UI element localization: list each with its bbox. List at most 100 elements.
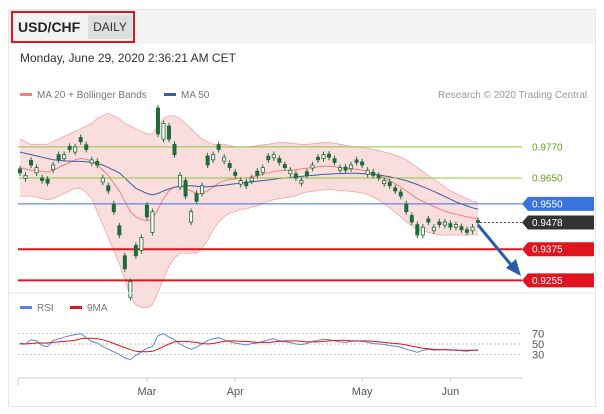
candle-body xyxy=(233,171,238,176)
legend-ma50-label: MA 50 xyxy=(181,90,210,101)
candle-body xyxy=(155,107,160,135)
candle-body xyxy=(299,180,304,184)
legend-rsi-label: RSI xyxy=(37,303,54,314)
candle-body xyxy=(282,164,287,169)
candle-body xyxy=(89,159,94,164)
copyright: Research © 2020 Trading Central xyxy=(438,90,588,101)
candle-body xyxy=(365,169,370,175)
candle-body xyxy=(17,168,22,174)
candle-body xyxy=(437,221,442,226)
candle-body xyxy=(122,255,127,270)
candle-body xyxy=(271,154,276,159)
candle-body xyxy=(166,125,171,140)
candle-body xyxy=(227,163,232,169)
candle-body xyxy=(349,164,354,170)
candle-body xyxy=(420,226,425,236)
level-label-0.9770: 0.9770 xyxy=(532,142,563,153)
candle-body xyxy=(360,161,365,166)
candle-body xyxy=(398,191,403,197)
candle-body xyxy=(111,203,116,213)
forecast-arrow-head xyxy=(506,259,521,276)
candle-body xyxy=(200,185,205,194)
candle-body xyxy=(139,237,144,251)
candle-body xyxy=(67,145,72,150)
legend-bollinger-label: MA 20 + Bollinger Bands xyxy=(37,90,147,101)
candle-body xyxy=(222,156,227,162)
timestamp: Monday, June 29, 2020 2:36:21 AM CET xyxy=(20,51,236,65)
candle-body xyxy=(238,180,243,185)
candle-body xyxy=(106,185,111,192)
candle-body xyxy=(376,174,381,179)
candle-body xyxy=(211,154,216,161)
legend-9ma: 9MA xyxy=(70,303,108,314)
candle-body xyxy=(183,180,188,197)
candle-body xyxy=(62,154,67,159)
candle-body xyxy=(133,244,138,257)
x-tick-label-May: May xyxy=(352,386,373,398)
candle-body xyxy=(315,156,320,161)
candle-body xyxy=(100,177,105,183)
level-tag-0.9550 xyxy=(522,196,594,211)
candle-body xyxy=(178,174,183,188)
candle-body xyxy=(431,226,436,232)
candle-body xyxy=(321,154,326,159)
level-tag-0.9375 xyxy=(522,242,594,257)
candle-body xyxy=(288,169,293,175)
currency-pair: USD/CHF xyxy=(18,19,81,35)
x-tick-label-Mar: Mar xyxy=(137,386,156,398)
candle-body xyxy=(327,153,332,158)
candle-body xyxy=(277,158,282,163)
candle-body xyxy=(73,146,78,153)
candle-body xyxy=(23,174,28,179)
legend-9ma-label: 9MA xyxy=(87,303,108,314)
candle-body xyxy=(293,173,298,179)
candle-body xyxy=(189,211,194,223)
legend-rsi: RSI xyxy=(20,303,54,314)
candle-body xyxy=(442,221,447,226)
level-label-0.9375: 0.9375 xyxy=(532,245,563,256)
candle-body xyxy=(304,171,309,176)
candle-body xyxy=(310,164,315,169)
candle-body xyxy=(249,177,254,182)
legend-rsi-swatch xyxy=(20,305,32,309)
candle-body xyxy=(260,167,265,173)
candle-body xyxy=(343,166,348,171)
level-label-0.9478: 0.9478 xyxy=(532,218,563,229)
bollinger-lower-line xyxy=(20,187,479,308)
candle-body xyxy=(128,281,133,298)
candle-body xyxy=(470,226,475,232)
candle-body xyxy=(266,155,271,161)
candle-body xyxy=(404,203,409,213)
level-tag-0.9478 xyxy=(522,215,594,230)
period-button[interactable]: DAILY xyxy=(88,15,132,39)
rsi-tick-50: 50 xyxy=(532,339,544,351)
candle-body xyxy=(205,155,210,166)
level-label-0.9650: 0.9650 xyxy=(532,173,563,184)
candle-body xyxy=(194,193,199,202)
candle-body xyxy=(144,204,149,218)
candle-body xyxy=(29,159,34,166)
legend-ma50-swatch xyxy=(164,92,176,96)
forecast-arrow-shaft xyxy=(476,224,514,267)
candle-body xyxy=(338,167,343,171)
candle-body xyxy=(56,154,61,161)
rsi-tick-30: 30 xyxy=(532,349,544,361)
candle-body xyxy=(45,178,50,184)
legend-bollinger-swatch xyxy=(20,92,32,96)
legend-bollinger: MA 20 + Bollinger Bands xyxy=(20,90,147,101)
candle-body xyxy=(448,223,453,228)
candle-body xyxy=(332,158,337,163)
rsi-ma9-line xyxy=(20,337,478,353)
candle-body xyxy=(382,180,387,185)
candle-body xyxy=(244,181,249,187)
candle-body xyxy=(95,160,100,166)
candle-body xyxy=(387,181,392,187)
level-label-0.9550: 0.9550 xyxy=(532,199,563,210)
candle-body xyxy=(150,211,155,233)
candle-body xyxy=(117,225,122,236)
candle-body xyxy=(40,177,45,181)
candle-body xyxy=(172,143,177,156)
bollinger-band-area xyxy=(20,113,478,308)
legend-ma50: MA 50 xyxy=(164,90,209,101)
x-tick-label-Jun: Jun xyxy=(442,386,460,398)
